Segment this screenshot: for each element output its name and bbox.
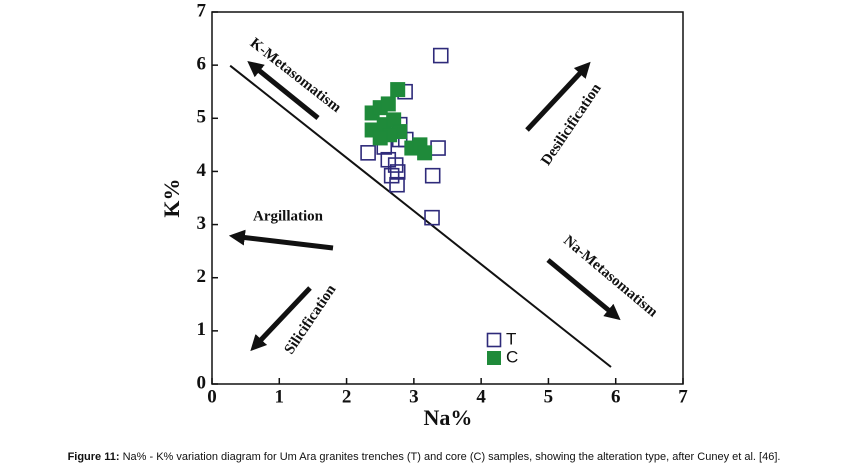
y-tick-label: 6 xyxy=(197,54,207,75)
x-tick-label: 5 xyxy=(544,386,554,407)
x-tick-label: 0 xyxy=(207,386,217,407)
x-tick-label: 2 xyxy=(342,386,352,407)
caption: Figure 11: Na% - K% variation diagram fo… xyxy=(68,451,781,463)
x-tick-label: 6 xyxy=(611,386,621,407)
legend-marker xyxy=(486,332,502,348)
legend-label: C xyxy=(506,347,518,366)
caption-label: Figure 11: xyxy=(68,451,120,463)
data-point xyxy=(372,130,388,146)
data-point xyxy=(360,145,376,161)
x-axis-label: Na% xyxy=(424,405,473,430)
arrow xyxy=(546,258,621,321)
annotation: Desilicification xyxy=(538,80,605,168)
y-tick-label: 7 xyxy=(197,0,207,21)
x-tick-label: 4 xyxy=(476,386,486,407)
annotation: Argillation xyxy=(253,208,324,224)
data-point xyxy=(389,164,406,180)
arrow xyxy=(228,229,334,251)
y-tick-label: 4 xyxy=(197,160,207,181)
x-tick-label: 3 xyxy=(409,386,419,407)
data-point xyxy=(430,140,446,156)
y-tick-label: 1 xyxy=(197,319,207,340)
x-tick-label: 1 xyxy=(275,386,285,407)
arrow xyxy=(247,60,320,120)
legend-marker xyxy=(487,351,501,365)
data-point xyxy=(424,209,440,226)
data-point xyxy=(390,82,406,98)
plot-frame xyxy=(211,11,684,385)
data-point xyxy=(383,167,400,184)
y-tick-label: 5 xyxy=(197,107,207,128)
y-axis-label: K% xyxy=(159,178,184,217)
caption-text: Na% - K% variation diagram for Um Ara gr… xyxy=(120,451,781,463)
legend-label: T xyxy=(506,329,516,348)
data-point xyxy=(380,96,396,112)
boundary-line xyxy=(229,64,612,368)
y-tick-label: 3 xyxy=(197,213,207,234)
annotation: Na-Metasomatism xyxy=(560,233,661,321)
annotation: K-Metasomatism xyxy=(247,35,345,116)
data-point xyxy=(424,167,441,184)
x-tick-label: 7 xyxy=(678,386,688,407)
y-tick-label: 2 xyxy=(197,266,207,287)
arrow xyxy=(250,286,312,352)
arrows xyxy=(228,60,621,352)
data-point xyxy=(389,176,405,193)
annotation: Silicification xyxy=(282,282,340,358)
data-point xyxy=(417,145,433,161)
arrow xyxy=(525,61,591,132)
data-point xyxy=(432,47,449,64)
y-tick-label: 0 xyxy=(197,372,207,393)
